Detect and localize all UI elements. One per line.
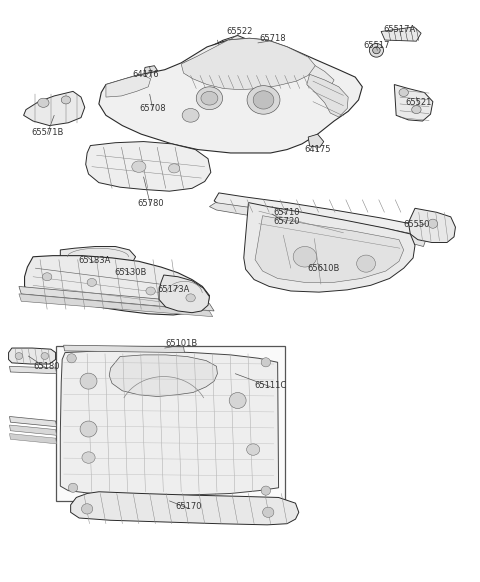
Ellipse shape <box>412 106 421 113</box>
Ellipse shape <box>399 88 408 97</box>
Polygon shape <box>183 43 334 87</box>
Polygon shape <box>86 141 211 191</box>
Ellipse shape <box>38 98 49 107</box>
Polygon shape <box>63 345 184 353</box>
Polygon shape <box>19 294 213 317</box>
Polygon shape <box>24 91 85 126</box>
Polygon shape <box>244 203 415 292</box>
Ellipse shape <box>293 247 317 267</box>
Ellipse shape <box>68 483 78 492</box>
Text: 65610B: 65610B <box>308 264 340 273</box>
Polygon shape <box>71 492 299 525</box>
Bar <box>56 346 285 501</box>
Polygon shape <box>10 417 57 427</box>
Polygon shape <box>255 216 404 282</box>
Ellipse shape <box>42 273 52 281</box>
Ellipse shape <box>146 287 156 295</box>
Ellipse shape <box>82 504 93 514</box>
Ellipse shape <box>196 87 223 109</box>
Polygon shape <box>99 38 362 153</box>
Polygon shape <box>60 351 278 495</box>
Ellipse shape <box>357 255 375 272</box>
Text: 65180: 65180 <box>33 362 60 371</box>
Ellipse shape <box>261 358 271 367</box>
Polygon shape <box>9 348 56 364</box>
Polygon shape <box>24 255 209 315</box>
Polygon shape <box>10 434 57 444</box>
Ellipse shape <box>261 486 271 495</box>
Ellipse shape <box>186 294 195 302</box>
Polygon shape <box>10 366 57 374</box>
Ellipse shape <box>67 354 76 363</box>
Ellipse shape <box>263 507 274 517</box>
Text: 65183A: 65183A <box>78 256 110 265</box>
Ellipse shape <box>82 452 95 463</box>
Text: 65708: 65708 <box>140 104 166 113</box>
Text: 65710: 65710 <box>274 208 300 217</box>
Text: 65517A: 65517A <box>384 25 416 34</box>
Ellipse shape <box>372 47 380 54</box>
Polygon shape <box>408 208 456 243</box>
Polygon shape <box>214 193 428 240</box>
Polygon shape <box>381 27 421 41</box>
Ellipse shape <box>428 219 438 228</box>
Polygon shape <box>181 38 315 90</box>
Ellipse shape <box>247 86 280 114</box>
Ellipse shape <box>61 96 71 104</box>
Text: 64176: 64176 <box>132 70 159 79</box>
Text: 65720: 65720 <box>274 217 300 226</box>
Ellipse shape <box>15 353 23 360</box>
Text: 65718: 65718 <box>260 34 286 44</box>
Text: 65101B: 65101B <box>165 339 197 348</box>
Ellipse shape <box>80 373 97 389</box>
Ellipse shape <box>80 421 97 437</box>
Text: 65170: 65170 <box>175 502 202 511</box>
Text: 65173A: 65173A <box>157 285 190 294</box>
Ellipse shape <box>253 91 274 109</box>
Ellipse shape <box>41 353 48 360</box>
Text: 65517: 65517 <box>363 41 390 50</box>
Polygon shape <box>19 286 214 311</box>
Ellipse shape <box>247 444 260 455</box>
Text: 64175: 64175 <box>304 145 331 154</box>
Ellipse shape <box>132 161 146 172</box>
Ellipse shape <box>87 278 96 286</box>
Text: 65571B: 65571B <box>31 128 63 137</box>
Polygon shape <box>212 36 250 56</box>
Ellipse shape <box>182 108 199 122</box>
Text: 65521: 65521 <box>406 98 432 107</box>
Ellipse shape <box>168 164 180 173</box>
Text: 65522: 65522 <box>227 27 253 36</box>
Polygon shape <box>249 40 266 52</box>
Ellipse shape <box>370 44 384 57</box>
Polygon shape <box>308 134 324 147</box>
Text: 65130B: 65130B <box>115 268 147 276</box>
Polygon shape <box>209 203 426 247</box>
Polygon shape <box>307 74 348 117</box>
Polygon shape <box>159 275 209 313</box>
Polygon shape <box>10 425 57 435</box>
Polygon shape <box>106 74 151 97</box>
Text: 65780: 65780 <box>137 199 164 208</box>
Text: 65550: 65550 <box>403 220 430 229</box>
Ellipse shape <box>201 91 218 105</box>
Polygon shape <box>109 355 217 396</box>
Polygon shape <box>394 84 433 121</box>
Polygon shape <box>60 247 135 268</box>
Polygon shape <box>144 66 159 79</box>
Ellipse shape <box>229 392 246 409</box>
Text: 65111C: 65111C <box>254 381 287 389</box>
